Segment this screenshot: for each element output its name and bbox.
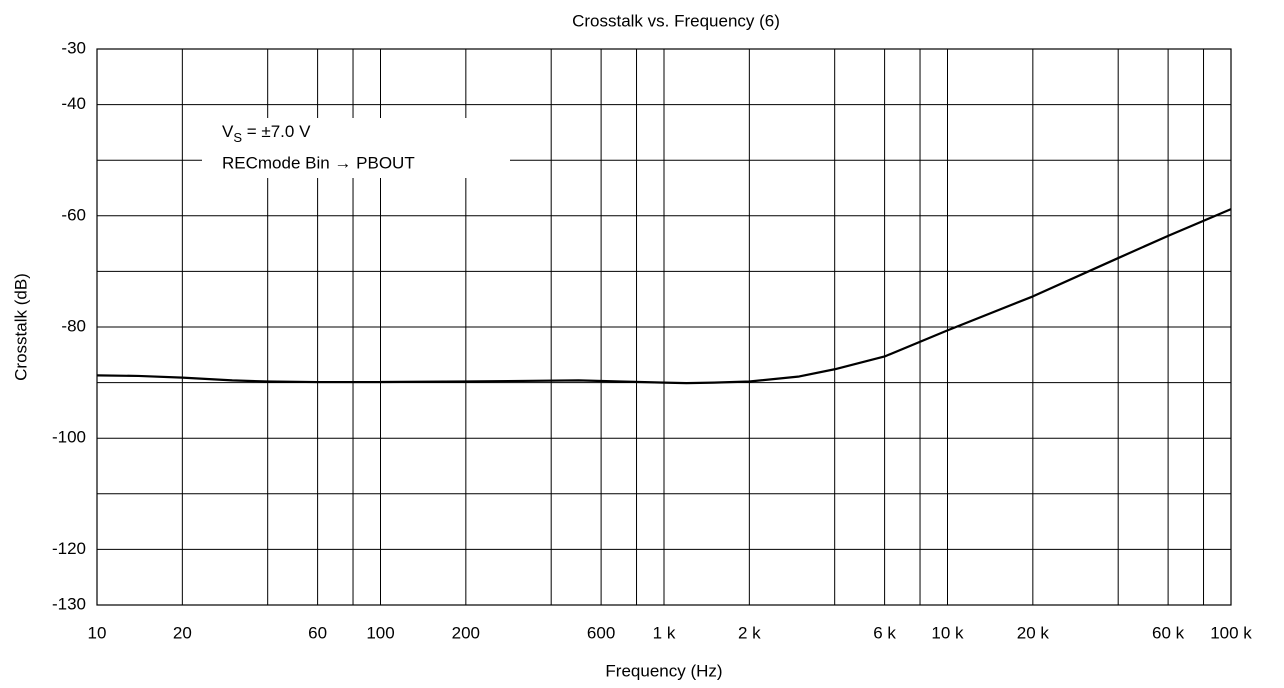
annotation-text: = ±7.0 V — [242, 122, 311, 141]
y-tick-label: -120 — [52, 539, 86, 558]
x-tick-label: 100 — [366, 623, 394, 642]
x-tick-label: 6 k — [873, 623, 896, 642]
data-line — [96, 208, 1232, 385]
y-tick-label: -100 — [52, 428, 86, 447]
annotation-text: V — [222, 122, 234, 141]
x-tick-label: 20 k — [1017, 623, 1050, 642]
y-tick-label: -40 — [61, 94, 86, 113]
chart-title: Crosstalk vs. Frequency (6) — [572, 11, 780, 30]
x-tick-label: 600 — [587, 623, 615, 642]
x-tick-label: 1 k — [653, 623, 676, 642]
x-tick-label: 100 k — [1210, 623, 1252, 642]
x-tick-label: 60 k — [1152, 623, 1185, 642]
annotation: RECmode Bin → PBOUT — [222, 153, 415, 172]
x-tick-label: 200 — [452, 623, 480, 642]
y-tick-label: -30 — [61, 38, 86, 57]
y-tick-label: -80 — [61, 316, 86, 335]
y-axis-label: Crosstalk (dB) — [11, 273, 30, 381]
annotation-subscript: S — [233, 130, 242, 145]
x-tick-label: 20 — [173, 623, 192, 642]
annotation: VS = ±7.0 V — [222, 122, 311, 145]
x-tick-label: 2 k — [738, 623, 761, 642]
x-axis-label: Frequency (Hz) — [605, 661, 722, 680]
annotation-background — [202, 118, 510, 178]
x-tick-label: 60 — [308, 623, 327, 642]
x-tick-label: 10 — [88, 623, 107, 642]
plot-frame — [96, 48, 1232, 606]
x-tick-label: 10 k — [931, 623, 964, 642]
y-tick-label: -60 — [61, 205, 86, 224]
y-tick-label: -130 — [52, 594, 86, 613]
